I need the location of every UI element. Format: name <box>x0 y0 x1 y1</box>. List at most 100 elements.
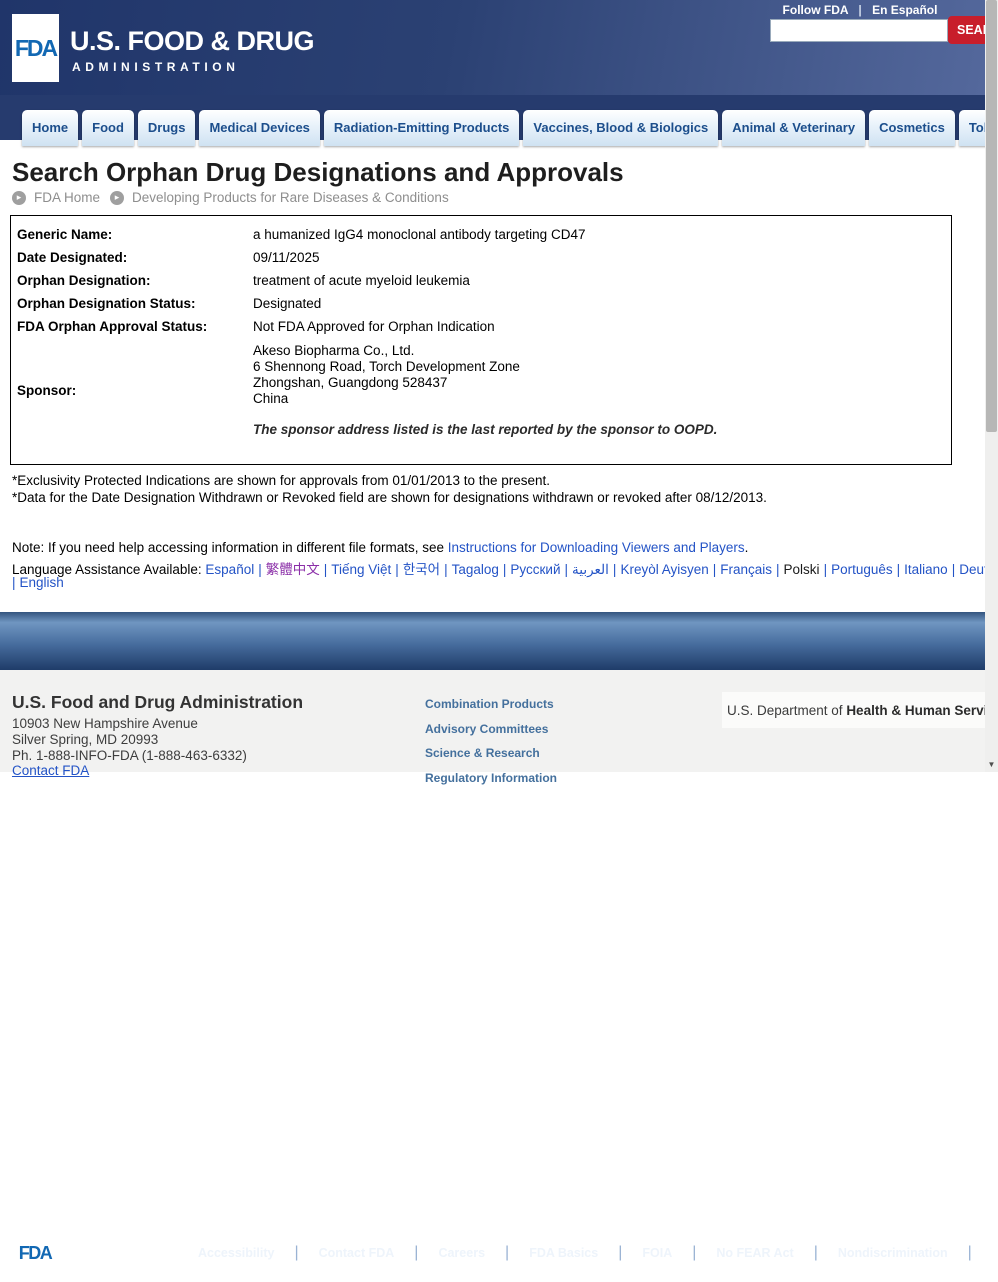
hhs-text-bold: Health & Human Services <box>846 702 985 718</box>
footer-link-no-fear-act[interactable]: No FEAR Act <box>716 1246 794 1260</box>
note-text: Note: If you need help accessing informa… <box>12 540 448 555</box>
lang-vietnamese[interactable]: Tiếng Việt <box>331 562 392 577</box>
file-formats-note: Note: If you need help accessing informa… <box>12 540 748 555</box>
follow-fda-link[interactable]: Follow FDA <box>782 3 849 17</box>
footer-quick-links: Combination Products Advisory Committees… <box>425 697 557 795</box>
breadcrumb: ▸ FDA Home ▸ Developing Products for Rar… <box>12 190 459 205</box>
nav-tab-drugs[interactable]: Drugs <box>137 110 196 146</box>
record-row-generic-name: Generic Name: a humanized IgG4 monoclona… <box>17 223 943 246</box>
scrollbar-down-arrow-icon[interactable]: ▼ <box>987 760 996 769</box>
lang-italian[interactable]: Italiano <box>904 562 948 577</box>
footer-link-advisory-committees[interactable]: Advisory Committees <box>425 721 549 736</box>
sponsor-label: Sponsor: <box>17 383 77 398</box>
breadcrumb-rare-diseases[interactable]: Developing Products for Rare Diseases & … <box>132 190 449 205</box>
footnote-exclusivity: *Exclusivity Protected Indications are s… <box>12 473 551 488</box>
sponsor-address-line: 6 Shennong Road, Torch Development Zone <box>253 359 520 374</box>
footer-address-line: Silver Spring, MD 20993 <box>12 732 159 747</box>
hhs-text: U.S. Department of Health & Human Servic… <box>727 703 985 718</box>
field-label: Orphan Designation Status: <box>17 296 196 311</box>
field-label: Orphan Designation: <box>17 273 151 288</box>
nav-tab-food[interactable]: Food <box>82 110 134 146</box>
breadcrumb-fda-home[interactable]: FDA Home <box>34 190 101 205</box>
lang-separator: | <box>564 562 569 577</box>
footer-link-science-research[interactable]: Science & Research <box>425 746 540 760</box>
footer-fda-logo[interactable]: FDA <box>12 1232 58 1275</box>
lang-tagalog[interactable]: Tagalog <box>451 562 499 577</box>
breadcrumb-arrow-icon: ▸ <box>110 190 125 205</box>
fda-logo[interactable]: FDA <box>12 14 59 82</box>
hhs-banner[interactable]: U.S. Department of Health & Human Servic… <box>722 692 985 728</box>
footer-org-name: U.S. Food and Drug Administration <box>12 692 304 712</box>
lang-separator: | <box>323 562 328 577</box>
header-utility-links: Follow FDA | En Español <box>770 3 950 17</box>
footer-link-nondiscrimination[interactable]: Nondiscrimination <box>837 1246 948 1260</box>
sponsor-address-line: Zhongshan, Guangdong 528437 <box>253 375 448 390</box>
nav-tab-home[interactable]: Home <box>22 110 79 146</box>
lang-separator: | <box>444 562 448 577</box>
footer-link-combination-products[interactable]: Combination Products <box>425 697 554 711</box>
field-label: Generic Name: <box>17 227 113 242</box>
lang-german[interactable]: Deutsch <box>959 562 985 577</box>
nav-tab-animal-veterinary[interactable]: Animal & Veterinary <box>722 110 866 146</box>
note-period: . <box>744 540 749 555</box>
lang-portuguese[interactable]: Português <box>831 562 893 577</box>
language-assistance-label: Language Assistance Available: <box>12 562 202 577</box>
lang-espanol[interactable]: Español <box>205 562 255 577</box>
footer-link-regulatory-information[interactable]: Regulatory Information <box>425 770 558 785</box>
lang-separator: | <box>12 575 16 590</box>
nav-tab-medical-devices[interactable]: Medical Devices <box>199 110 320 146</box>
footer-address: 10903 New Hampshire Avenue Silver Spring… <box>12 716 247 764</box>
lang-chinese[interactable]: 繁體中文 <box>265 562 320 577</box>
footer-link-foia[interactable]: FOIA <box>642 1246 673 1260</box>
sponsor-address-line: China <box>253 391 289 406</box>
footer-address-line: Ph. 1-888-INFO-FDA (1-888-463-6332) <box>12 748 247 763</box>
footer-link-accessibility[interactable]: Accessibility <box>198 1246 275 1260</box>
lang-arabic[interactable]: العربية <box>572 562 609 577</box>
field-value: treatment of acute myeloid leukemia <box>253 273 470 288</box>
search-input[interactable] <box>770 19 948 42</box>
lang-french[interactable]: Français <box>720 562 773 577</box>
lang-korean[interactable]: 한국어 <box>402 562 441 577</box>
footer-address-line: 10903 New Hampshire Avenue <box>12 716 198 731</box>
utility-links-divider: | <box>858 3 862 17</box>
agency-name-line1: U.S. FOOD & DRUG <box>70 26 315 56</box>
footer-link-contact-fda[interactable]: Contact FDA <box>318 1246 395 1260</box>
agency-name-line2: ADMINISTRATION <box>72 60 240 74</box>
primary-nav-tabs: Home Food Drugs Medical Devices Radiatio… <box>22 110 998 146</box>
lang-polski: Polski <box>783 562 820 577</box>
lang-separator: | <box>395 562 399 577</box>
nav-tab-radiation-emitting-products[interactable]: Radiation-Emitting Products <box>323 110 520 146</box>
lang-separator: | <box>502 562 507 577</box>
footer-link-fda-basics[interactable]: FDA Basics <box>529 1246 599 1260</box>
footer-bar-links: Accessibility | Contact FDA | Careers | FDA… <box>178 1224 988 1282</box>
vertical-scrollbar[interactable]: ▼ <box>985 0 998 772</box>
scrollbar-thumb[interactable] <box>986 0 997 432</box>
nav-tab-cosmetics[interactable]: Cosmetics <box>869 110 955 146</box>
lang-separator: | <box>612 562 617 577</box>
lang-english[interactable]: English <box>19 575 64 590</box>
lang-kreyol[interactable]: Kreyòl Ayisyen <box>620 562 709 577</box>
lang-separator: | <box>776 562 780 577</box>
nav-tab-vaccines-blood-biologics[interactable]: Vaccines, Blood & Biologics <box>523 110 719 146</box>
en-espanol-link[interactable]: En Español <box>872 3 938 17</box>
fda-logo-text: FDA <box>14 34 58 61</box>
sponsor-address: Akeso Biopharma Co., Ltd. 6 Shennong Roa… <box>253 343 943 438</box>
lang-separator: | <box>951 562 956 577</box>
site-header: FDA U.S. FOOD & DRUG ADMINISTRATION Foll… <box>0 0 998 95</box>
viewers-players-link[interactable]: Instructions for Downloading Viewers and… <box>447 540 745 555</box>
breadcrumb-arrow-icon: ▸ <box>12 190 26 205</box>
footer-contact-fda-link[interactable]: Contact FDA <box>12 763 90 778</box>
orphan-record-table: Generic Name: a humanized IgG4 monoclona… <box>10 215 952 465</box>
lang-separator: | <box>823 562 828 577</box>
footer-link-careers[interactable]: Careers <box>438 1246 486 1260</box>
lang-separator: | <box>258 562 262 577</box>
lang-russian[interactable]: Русский <box>510 562 561 577</box>
footnote-withdrawn: *Data for the Date Designation Withdrawn… <box>12 490 767 505</box>
record-row-orphan-designation: Orphan Designation: treatment of acute m… <box>17 269 943 292</box>
footer-fda-logo-text: FDA <box>18 1243 53 1263</box>
field-value: Designated <box>253 296 322 311</box>
language-assistance-line2: | English <box>12 575 64 590</box>
field-label: FDA Orphan Approval Status: <box>17 319 208 334</box>
footer-link-website-policies[interactable]: Website Policies <box>972 1246 988 1260</box>
record-row-approval-status: FDA Orphan Approval Status: Not FDA Appr… <box>17 315 943 338</box>
